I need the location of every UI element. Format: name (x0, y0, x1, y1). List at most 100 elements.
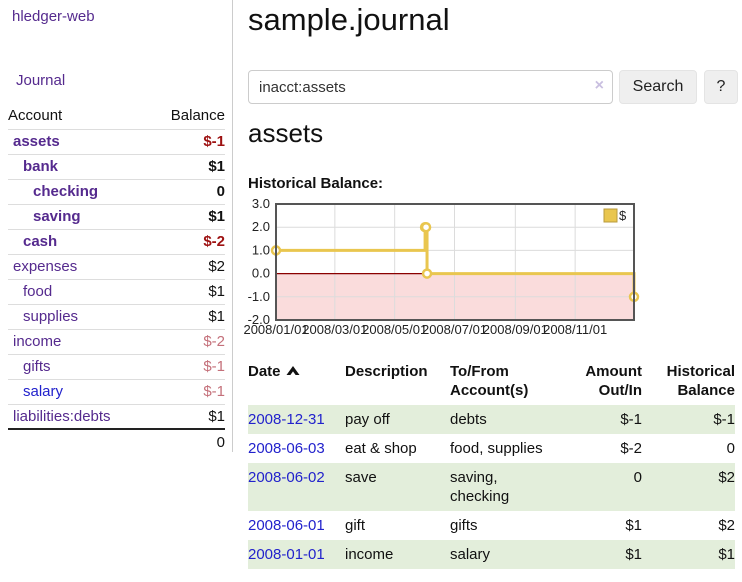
accounts-header-row: Account Balance (8, 103, 225, 129)
transaction-accounts: gifts (450, 517, 478, 534)
svg-text:2008/07/01: 2008/07/01 (422, 322, 487, 337)
account-row: salary $-1 (8, 379, 225, 404)
accounts-total: 0 (216, 433, 225, 451)
account-link-saving[interactable]: saving (33, 208, 81, 225)
transaction-accounts: saving, checking (450, 469, 510, 505)
clear-search-icon[interactable]: × (594, 77, 604, 94)
account-column-header: Account (8, 106, 63, 124)
account-balance: $1 (208, 308, 225, 325)
svg-text:2008/03/01: 2008/03/01 (302, 322, 367, 337)
transaction-balance: $2 (718, 469, 735, 486)
transaction-balance: $1 (718, 546, 735, 563)
transaction-accounts: food, supplies (450, 440, 543, 457)
description-column-header: Description (345, 363, 428, 380)
accounts-column-header: To/From Account(s) (450, 363, 529, 399)
account-row: gifts $-1 (8, 354, 225, 379)
account-row: bank $1 (8, 154, 225, 179)
svg-text:$: $ (619, 208, 627, 223)
account-balance: $-1 (203, 383, 225, 400)
transaction-description: income (345, 546, 394, 563)
account-balance: $-1 (203, 133, 225, 150)
account-row: income $-2 (8, 329, 225, 354)
account-row: saving $1 (8, 204, 225, 229)
svg-text:-1.0: -1.0 (248, 289, 270, 304)
transaction-description: save (345, 469, 377, 486)
transaction-accounts: debts (450, 411, 487, 428)
svg-text:0.0: 0.0 (252, 266, 270, 281)
transaction-amount: $-1 (620, 411, 642, 428)
account-link-food[interactable]: food (23, 283, 53, 300)
account-row: cash $-2 (8, 229, 225, 254)
account-balance: $2 (208, 258, 225, 275)
account-balance: $1 (208, 283, 225, 300)
account-row: checking 0 (8, 179, 225, 204)
account-balance: $1 (208, 158, 225, 175)
svg-text:2008/01/01: 2008/01/01 (243, 322, 308, 337)
account-row: expenses $2 (8, 254, 225, 279)
transaction-accounts: salary (450, 546, 491, 563)
transaction-date-link[interactable]: 2008-06-01 (248, 517, 325, 534)
account-link-liabilities-debts[interactable]: liabilities:debts (13, 407, 111, 425)
register-row: 2008-06-02 save saving, checking 0 $2 (248, 463, 735, 511)
register-row: 2008-12-31 pay off debts $-1 $-1 (248, 405, 735, 434)
sidebar-item-journal[interactable]: Journal (16, 72, 66, 89)
svg-text:3.0: 3.0 (252, 196, 270, 211)
account-balance: $1 (208, 407, 225, 425)
transaction-balance: $-1 (713, 411, 735, 428)
transaction-description: pay off (345, 411, 390, 428)
register-row: 2008-06-01 gift gifts $1 $2 (248, 511, 735, 540)
chart-heading: Historical Balance: (248, 175, 384, 192)
account-link-expenses[interactable]: expenses (13, 258, 78, 275)
transaction-description: eat & shop (345, 440, 417, 457)
transaction-date-link[interactable]: 2008-06-03 (248, 440, 325, 457)
account-link-assets[interactable]: assets (13, 133, 60, 150)
account-link-income[interactable]: income (13, 333, 62, 350)
transaction-description: gift (345, 517, 366, 534)
search-input[interactable] (248, 70, 613, 104)
account-link-salary[interactable]: salary (23, 383, 64, 400)
account-balance: $1 (208, 208, 225, 225)
account-link-checking[interactable]: checking (33, 183, 99, 200)
date-column-header[interactable]: Date (248, 358, 345, 405)
search-bar: × Search ? (248, 70, 742, 104)
svg-text:2008/11/01: 2008/11/01 (543, 322, 607, 337)
account-link-supplies[interactable]: supplies (23, 308, 79, 325)
svg-text:1.0: 1.0 (252, 242, 270, 257)
transaction-date-link[interactable]: 2008-01-01 (248, 546, 325, 563)
sidebar: hledger-web Journal Account Balance asse… (0, 0, 233, 452)
historical-balance-chart: $3.0 2.0 1.0 0.0 -1.0 -2.0 2008/01/01 2008/03/0… (243, 196, 742, 342)
account-row: food $1 (8, 279, 225, 304)
account-balance: 0 (216, 183, 225, 200)
transaction-amount: 0 (633, 469, 642, 486)
register-row: 2008-01-01 income salary $1 $1 (248, 540, 735, 569)
svg-text:2008/09/01: 2008/09/01 (483, 322, 548, 337)
page-title: sample.journal (248, 2, 450, 37)
search-button[interactable]: Search (619, 70, 697, 104)
account-link-bank[interactable]: bank (23, 158, 59, 175)
account-row: supplies $1 (8, 304, 225, 329)
account-balance: $-2 (203, 333, 225, 350)
main-content: sample.journal × Search ? assets Histori… (243, 0, 742, 582)
accounts-table: Account Balance assets $-1 bank $1 check… (8, 103, 225, 454)
account-row: liabilities:debts $1 (8, 404, 225, 429)
svg-text:2008/05/01: 2008/05/01 (362, 322, 427, 337)
svg-text:-2.0: -2.0 (248, 312, 270, 327)
transaction-balance: $2 (718, 517, 735, 534)
register-table: Date Description To/From Account(s) Amou… (248, 358, 735, 569)
account-link-gifts[interactable]: gifts (23, 358, 51, 375)
transaction-date-link[interactable]: 2008-12-31 (248, 411, 325, 428)
amount-column-header: Amount Out/In (585, 363, 642, 399)
accounts-total-row: 0 (8, 429, 225, 454)
account-row: assets $-1 (8, 129, 225, 154)
balance-column-header: Historical Balance (666, 363, 735, 399)
register-row: 2008-06-03 eat & shop food, supplies $-2… (248, 434, 735, 463)
balance-column-header: Balance (170, 106, 225, 124)
account-link-cash[interactable]: cash (23, 233, 58, 250)
app-title-link[interactable]: hledger-web (12, 8, 95, 25)
transaction-amount: $-2 (620, 440, 642, 457)
help-button[interactable]: ? (704, 70, 738, 104)
transaction-date-link[interactable]: 2008-06-02 (248, 469, 325, 486)
account-heading: assets (248, 118, 324, 148)
svg-text:2.0: 2.0 (252, 219, 270, 234)
